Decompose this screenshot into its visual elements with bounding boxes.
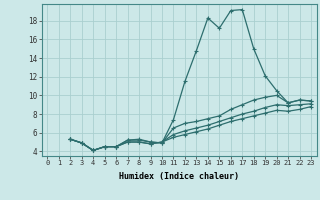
X-axis label: Humidex (Indice chaleur): Humidex (Indice chaleur) bbox=[119, 172, 239, 181]
